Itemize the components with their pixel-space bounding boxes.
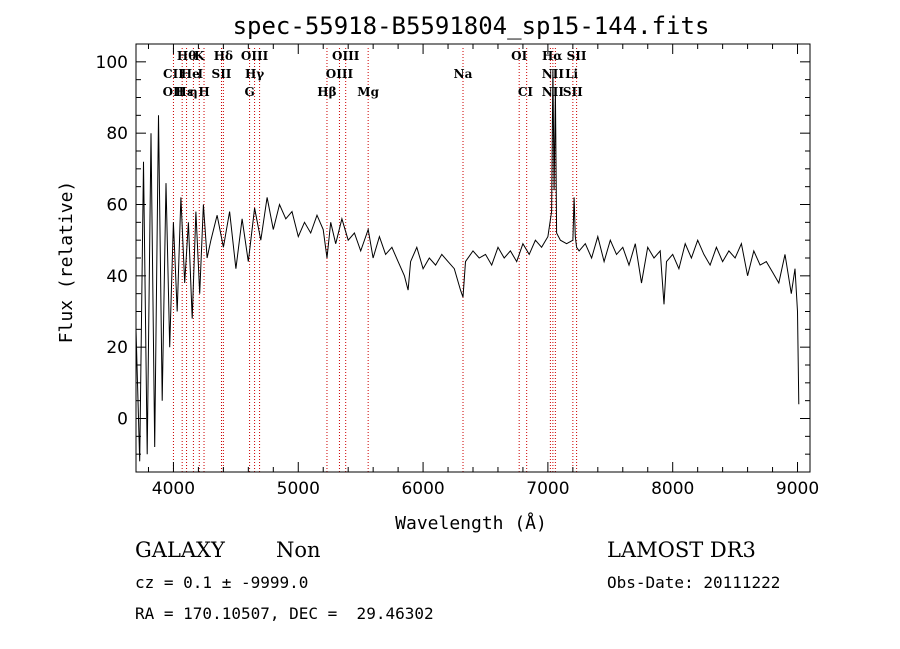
redshift-cz: cz = 0.1 ± -9999.0 — [135, 573, 309, 592]
spectral-line-label: SII — [563, 85, 583, 99]
spectral-line-label: Hα — [542, 49, 563, 63]
observation-date: Obs-Date: 20111222 — [607, 573, 781, 592]
object-subclass: Non — [276, 538, 321, 562]
spectral-line-label: CI — [518, 85, 534, 99]
x-axis-title: Wavelength (Å) — [395, 512, 547, 534]
spectral-line-label: OIII — [241, 49, 269, 63]
spectral-line-label: K — [194, 49, 205, 63]
spectral-line-label: Hγ — [245, 67, 264, 81]
spectral-line-label: OIII — [332, 49, 360, 63]
y-axis-title: Flux (relative) — [56, 181, 77, 344]
y-tick-label: 40 — [106, 267, 128, 287]
x-tick-label: 6000 — [401, 479, 444, 499]
spectral-line-label: I — [197, 67, 203, 81]
y-tick-label: 100 — [96, 53, 128, 73]
spectral-line-label: CII — [163, 67, 184, 81]
spectral-line-label: Mg — [357, 85, 379, 99]
x-tick-label: 4000 — [152, 479, 195, 499]
spectral-line-label: Li — [565, 67, 578, 81]
spectral-line-label: Hδ — [214, 49, 233, 63]
chart-title: spec-55918-B5591804_sp15-144.fits — [233, 12, 710, 40]
spectral-line-label: SII — [567, 49, 587, 63]
spectral-line-label: Hε — [175, 85, 194, 99]
spectral-line-label: Hθ — [177, 49, 196, 63]
spectral-line-label: H — [198, 85, 209, 99]
x-tick-label: 8000 — [651, 479, 694, 499]
y-axis-ticks: 0 20 40 60 80 100 — [96, 53, 810, 455]
spectral-line-label: G — [244, 85, 254, 99]
spectral-line-label: SII — [212, 67, 232, 81]
x-tick-label: 9000 — [776, 479, 819, 499]
x-axis-ticks: 4000 5000 6000 7000 8000 9000 — [147, 44, 819, 499]
spectral-line-label: OI — [511, 49, 527, 63]
y-tick-label: 80 — [106, 124, 128, 144]
spectral-line-label: OIII — [326, 67, 354, 81]
object-class: GALAXY — [135, 538, 225, 562]
y-tick-label: 20 — [106, 338, 128, 358]
y-tick-label: 0 — [117, 410, 128, 430]
spectral-line-label: Na — [454, 67, 473, 81]
spectral-line-label: Hβ — [317, 85, 336, 99]
spectral-line-label: η — [189, 85, 198, 99]
x-tick-label: 5000 — [277, 479, 320, 499]
x-tick-label: 7000 — [526, 479, 569, 499]
flux-series-line — [135, 68, 800, 462]
spectral-line-label: He — [181, 67, 200, 81]
y-tick-label: 60 — [106, 196, 128, 216]
spectral-line-label: OII — [163, 85, 185, 99]
sky-coordinates: RA = 170.10507, DEC = 29.46302 — [135, 604, 434, 623]
survey-name: LAMOST DR3 — [607, 538, 756, 562]
